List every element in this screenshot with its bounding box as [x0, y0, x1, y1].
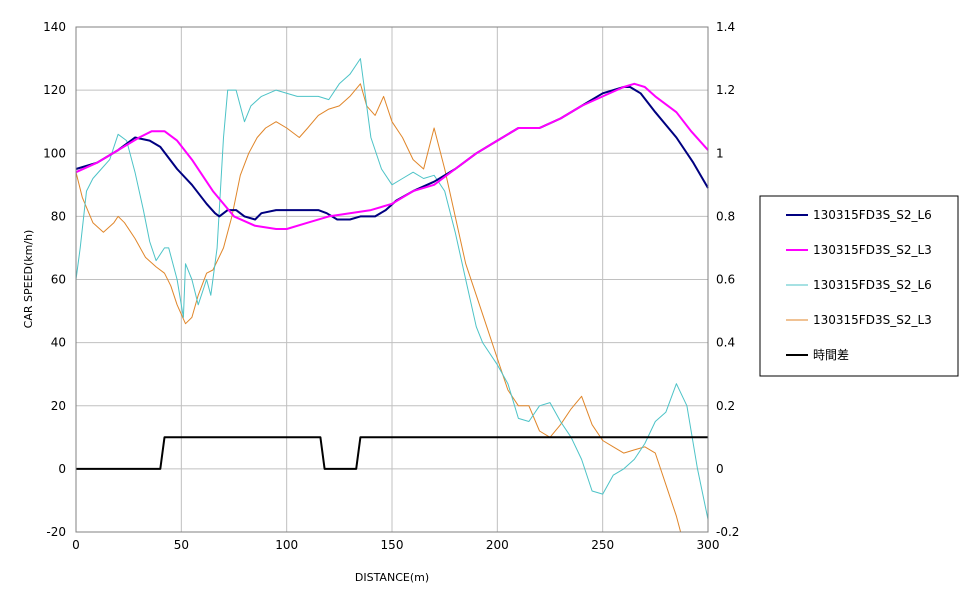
- tick-labels: 0 50 100 150 200 250 300 -20 0 20 40 60 80 100 120 140 -…: [43, 20, 739, 552]
- y2-tick-label-4: 0.6: [716, 273, 735, 287]
- y-tick-label-7: 120: [43, 83, 66, 97]
- y2-tick-label-1: 0: [716, 462, 724, 476]
- x-axis-title: DISTANCE(m): [355, 571, 429, 584]
- y-tick-label-3: 40: [51, 336, 66, 350]
- y2-tick-label-7: 1.2: [716, 83, 735, 97]
- series-lines: [75, 58, 709, 533]
- y2-tick-label-6: 1: [716, 146, 724, 160]
- x-tick-label-4: 200: [486, 538, 509, 552]
- y-tick-label-8: 140: [43, 20, 66, 34]
- legend-label-0: 130315FD3S_S2_L6: [813, 208, 932, 222]
- y-tick-label-2: 20: [51, 399, 66, 413]
- legend-label-3: 130315FD3S_S2_L3: [813, 313, 932, 327]
- y-tick-label-5: 80: [51, 209, 66, 223]
- legend-items: 130315FD3S_S2_L6 130315FD3S_S2_L3 130315FD…: [786, 208, 932, 362]
- x-tick-label-1: 50: [174, 538, 189, 552]
- y2-tick-label-0: -0.2: [716, 525, 739, 539]
- legend-box: [759, 195, 959, 377]
- y2-tick-label-2: 0.2: [716, 399, 735, 413]
- y-tick-label-0: -20: [46, 525, 66, 539]
- x-tick-label-0: 0: [72, 538, 80, 552]
- y-tick-label-6: 100: [43, 146, 66, 160]
- series-line-2: [75, 58, 709, 520]
- x-tick-label-2: 100: [275, 538, 298, 552]
- series-line-3: [75, 83, 682, 533]
- series-line-0: [75, 86, 709, 221]
- plot-frame: [75, 26, 709, 533]
- y2-tick-label-8: 1.4: [716, 20, 735, 34]
- series-line-4: [76, 436, 708, 470]
- legend-label-4: 時間差: [813, 348, 849, 362]
- y2-tick-label-3: 0.4: [716, 336, 735, 350]
- legend-label-1: 130315FD3S_S2_L3: [813, 243, 932, 257]
- y-tick-label-4: 60: [51, 273, 66, 287]
- x-tick-label-5: 250: [591, 538, 614, 552]
- x-tick-label-6: 300: [697, 538, 720, 552]
- y-tick-label-1: 0: [58, 462, 66, 476]
- legend: 130315FD3S_S2_L6 130315FD3S_S2_L3 130315FD…: [759, 195, 959, 377]
- series-line-1: [75, 82, 709, 230]
- y-axis-title: CAR SPEED(km/h): [22, 230, 35, 329]
- y2-tick-label-5: 0.8: [716, 209, 735, 223]
- x-tick-label-3: 150: [381, 538, 404, 552]
- legend-label-2: 130315FD3S_S2_L6: [813, 278, 932, 292]
